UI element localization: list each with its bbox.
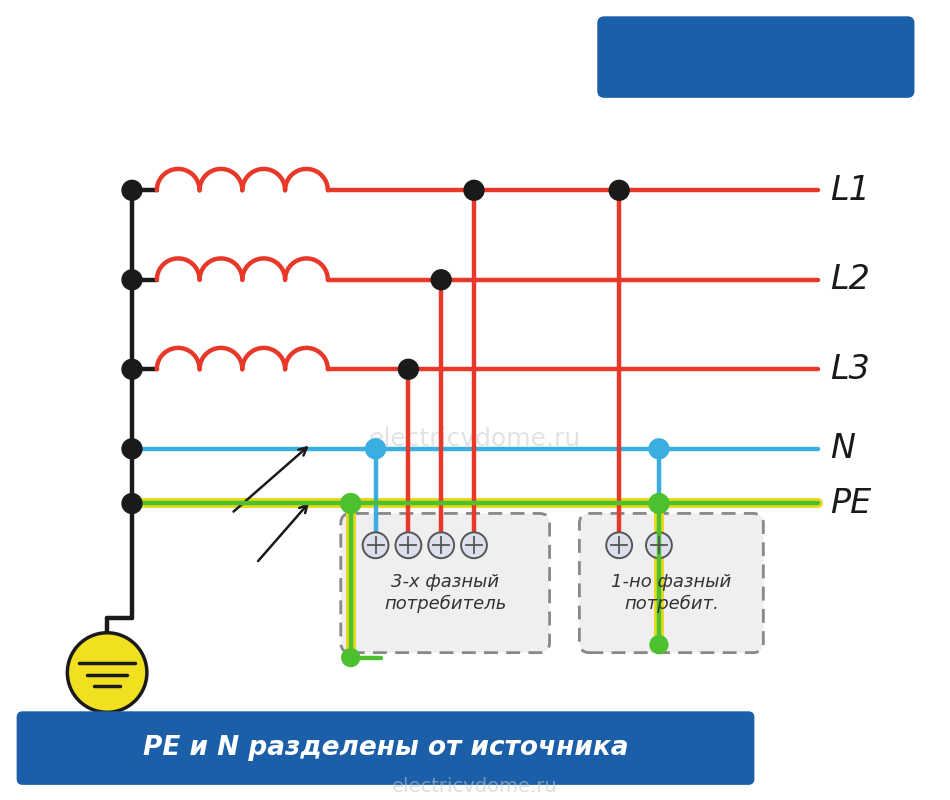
Circle shape (649, 439, 669, 458)
Circle shape (398, 359, 418, 379)
Circle shape (428, 532, 454, 558)
Text: electricvdome.ru: electricvdome.ru (392, 778, 558, 796)
Circle shape (122, 180, 142, 200)
Circle shape (650, 636, 668, 654)
Circle shape (431, 270, 451, 290)
FancyBboxPatch shape (17, 711, 754, 785)
Circle shape (122, 494, 142, 514)
Text: L2: L2 (830, 263, 870, 296)
Circle shape (464, 180, 484, 200)
Text: PE: PE (830, 487, 871, 520)
Circle shape (606, 532, 632, 558)
Text: Система TN-S: Система TN-S (643, 43, 869, 71)
Circle shape (342, 649, 360, 666)
Circle shape (649, 494, 669, 514)
Circle shape (461, 532, 487, 558)
Circle shape (341, 494, 361, 514)
Circle shape (395, 532, 421, 558)
Text: 1-но фазный
потребит.: 1-но фазный потребит. (611, 574, 732, 613)
Circle shape (122, 270, 142, 290)
Text: electricvdome.ru: electricvdome.ru (369, 427, 581, 451)
Text: L3: L3 (830, 353, 870, 386)
Text: 3-х фазный
потребитель: 3-х фазный потребитель (384, 574, 506, 613)
Circle shape (609, 180, 629, 200)
Text: N: N (830, 432, 855, 466)
Text: L1: L1 (830, 174, 870, 207)
Circle shape (646, 532, 672, 558)
Circle shape (363, 532, 389, 558)
Circle shape (366, 439, 386, 458)
FancyBboxPatch shape (580, 514, 764, 653)
Circle shape (122, 359, 142, 379)
Circle shape (122, 439, 142, 458)
FancyBboxPatch shape (598, 16, 915, 98)
Text: PE и N разделены от источника: PE и N разделены от источника (142, 735, 628, 761)
FancyBboxPatch shape (341, 514, 549, 653)
Circle shape (67, 633, 147, 712)
